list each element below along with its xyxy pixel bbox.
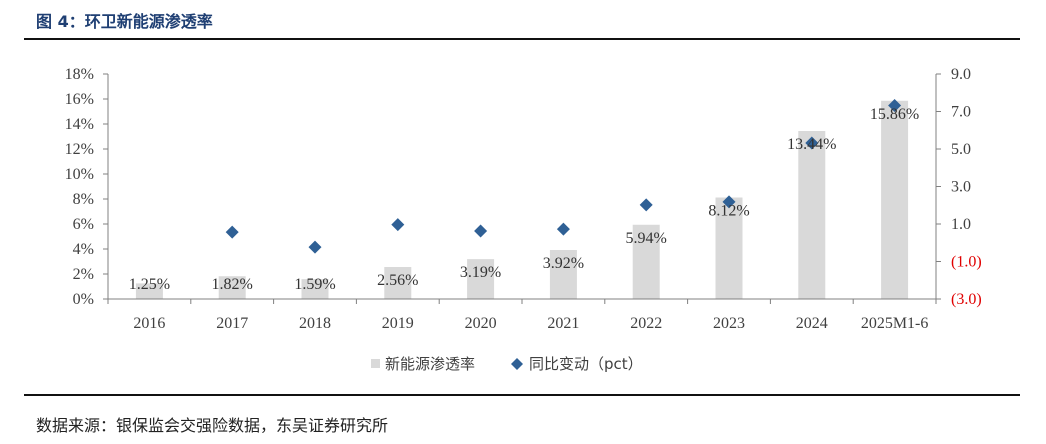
y-left-tick-label: 6% [73, 216, 94, 233]
bar-2016 [135, 283, 163, 299]
bar-2023 [715, 197, 743, 299]
yoy-marker-2025M1-6 [888, 99, 902, 112]
bar-2025M1-6 [881, 100, 909, 299]
y-right-tick-label: 1.0 [951, 216, 971, 233]
y-left-tick-label: 16% [65, 91, 94, 108]
bar-data-label: 8.12% [708, 203, 749, 220]
bar-data-label: 13.44% [787, 136, 836, 153]
y-right-tick-label: 3.0 [951, 179, 971, 196]
y-right-tick-label: (1.0) [951, 254, 982, 271]
bar-data-label: 1.82% [212, 276, 253, 293]
yoy-marker-2024 [805, 136, 819, 150]
y-right-tick-label: 7.0 [951, 104, 971, 121]
bottom-rule [24, 394, 1020, 396]
legend-swatch-diamond [511, 358, 523, 370]
bar-2019 [384, 267, 412, 299]
yoy-marker-2020 [474, 224, 488, 238]
bar-data-label: 3.19% [460, 264, 501, 281]
bar-2024 [798, 131, 826, 299]
legend-swatch-bar [371, 359, 380, 368]
y-left-tick-label: 10% [65, 166, 94, 183]
x-tick-label: 2025M1-6 [861, 315, 929, 332]
y-right-tick-label: (3.0) [951, 291, 982, 308]
x-tick-label: 2022 [630, 315, 662, 332]
bar-data-label: 1.25% [129, 276, 170, 293]
bar-2022 [632, 224, 660, 299]
x-tick-label: 2024 [796, 315, 828, 332]
yoy-marker-2018 [308, 240, 322, 254]
bar-2020 [467, 259, 495, 299]
y-left-tick-label: 2% [73, 266, 94, 283]
y-left-tick-label: 0% [73, 291, 94, 308]
x-tick-label: 2018 [299, 315, 331, 332]
bar-2017 [218, 276, 246, 299]
bar-data-label: 3.92% [543, 255, 584, 272]
bar-2018 [301, 279, 329, 299]
y-left-tick-label: 12% [65, 141, 94, 158]
figure-title: 图 4：环卫新能源渗透率 [36, 12, 213, 31]
y-right-tick-label: 9.0 [951, 66, 971, 83]
y-left-tick-label: 4% [73, 241, 94, 258]
yoy-marker-2023 [722, 195, 736, 209]
source-note: 数据来源：银保监会交强险数据，东吴证券研究所 [36, 416, 389, 435]
x-tick-label: 2016 [133, 315, 165, 332]
top-rule [24, 38, 1020, 40]
y-right-tick-label: 5.0 [951, 141, 971, 158]
x-tick-label: 2021 [547, 315, 579, 332]
y-left-tick-label: 14% [65, 116, 94, 133]
y-left-tick-label: 8% [73, 191, 94, 208]
yoy-marker-2019 [391, 218, 405, 232]
x-tick-label: 2020 [465, 315, 497, 332]
legend-label-diamond: 同比变动（pct） [529, 355, 643, 373]
yoy-marker-2022 [639, 198, 653, 212]
bar-data-label: 15.86% [870, 106, 919, 123]
bar-2021 [549, 250, 577, 299]
yoy-marker-2021 [556, 222, 570, 236]
yoy-marker-2017 [225, 225, 239, 239]
y-left-tick-label: 18% [65, 66, 94, 83]
bar-data-label: 1.59% [294, 276, 335, 293]
x-tick-label: 2017 [216, 315, 248, 332]
bar-data-label: 5.94% [626, 230, 667, 247]
legend-label-bar: 新能源渗透率 [385, 355, 475, 373]
x-tick-label: 2019 [382, 315, 414, 332]
bar-data-label: 2.56% [377, 272, 418, 289]
x-tick-label: 2023 [713, 315, 745, 332]
